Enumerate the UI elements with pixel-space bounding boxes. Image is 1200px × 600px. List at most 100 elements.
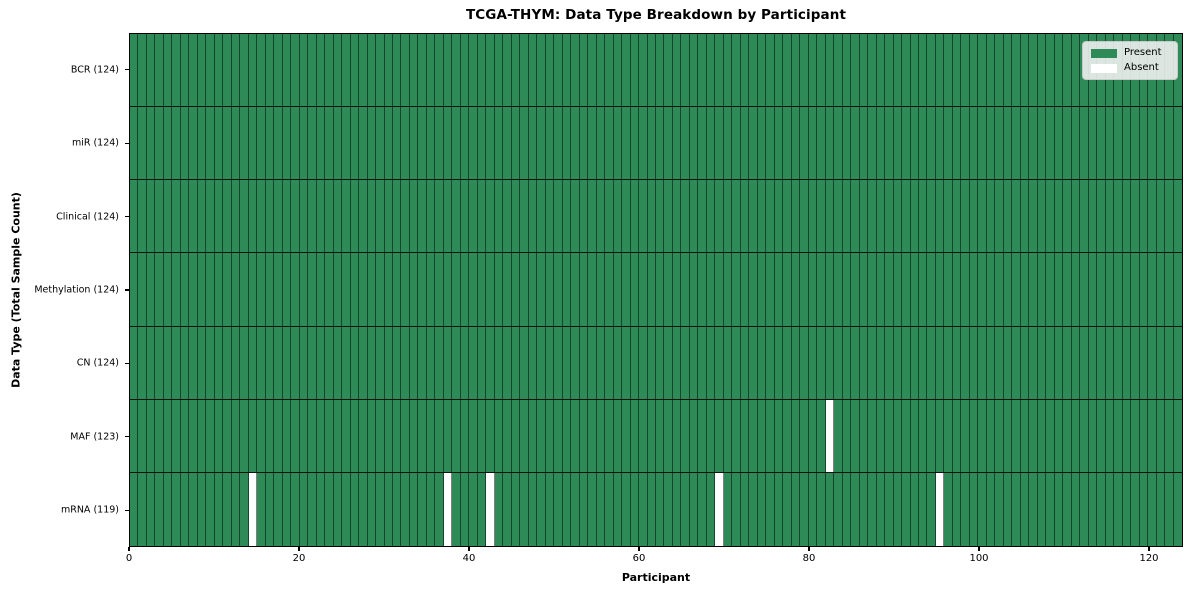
heatmap-cell (868, 399, 877, 472)
heatmap-cell (130, 472, 139, 546)
heatmap-cell (274, 34, 283, 107)
heatmap-cell (520, 34, 529, 107)
heatmap-cell (1139, 253, 1149, 326)
heatmap-cell (282, 326, 292, 399)
heatmap-cell (647, 34, 656, 107)
heatmap-cell (460, 472, 470, 546)
heatmap-cell (452, 472, 461, 546)
heatmap-cell (1003, 34, 1013, 107)
heatmap-cell (647, 399, 656, 472)
heatmap-cell (469, 107, 478, 180)
heatmap-cell (876, 253, 886, 326)
heatmap-cell (376, 399, 385, 472)
heatmap-cell (1080, 107, 1089, 180)
heatmap-cell (545, 180, 555, 253)
heatmap-cell (435, 472, 444, 546)
heatmap-cell (664, 253, 673, 326)
heatmap-cell (342, 472, 351, 546)
heatmap-cell (443, 253, 453, 326)
heatmap-cell (783, 472, 792, 546)
heatmap-cell (1165, 107, 1174, 180)
heatmap-cell (588, 472, 597, 546)
heatmap-cell (698, 107, 707, 180)
heatmap-cell (291, 472, 300, 546)
y-tick-mark (125, 436, 129, 438)
y-tick-label: MAF (123) (70, 431, 119, 443)
heatmap-cell (834, 34, 843, 107)
heatmap-cell (681, 399, 690, 472)
heatmap-cell (401, 180, 410, 253)
heatmap-cell (180, 399, 190, 472)
heatmap-cell (1131, 253, 1140, 326)
heatmap-cell (537, 326, 546, 399)
heatmap-cell (910, 34, 919, 107)
heatmap-cell (206, 472, 215, 546)
heatmap-cell (189, 472, 198, 546)
x-tick-label: 80 (802, 553, 816, 564)
x-tick-label: 0 (125, 553, 133, 564)
heatmap-cell (1063, 34, 1072, 107)
heatmap-cell (494, 34, 504, 107)
heatmap-cell (486, 326, 495, 399)
heatmap-cell (477, 472, 487, 546)
heatmap-cell (918, 253, 928, 326)
heatmap-cell (723, 399, 733, 472)
heatmap-cell (885, 180, 894, 253)
heatmap-cell (1148, 326, 1157, 399)
heatmap-cell (757, 180, 767, 253)
heatmap-cell (613, 399, 623, 472)
heatmap-cell (952, 180, 962, 253)
heatmap-cell (1029, 399, 1038, 472)
heatmap-cell (588, 326, 597, 399)
y-tick-label: mRNA (119) (60, 504, 119, 516)
heatmap-cell (1165, 253, 1174, 326)
heatmap-cell (639, 107, 648, 180)
heatmap-cell (206, 107, 215, 180)
heatmap-cell (995, 34, 1004, 107)
heatmap-cell (342, 253, 351, 326)
heatmap-cell (274, 326, 283, 399)
heatmap-cell (1173, 399, 1182, 472)
heatmap-cell (664, 180, 673, 253)
heatmap-cell (376, 180, 385, 253)
heatmap-cell (1148, 399, 1157, 472)
heatmap-cell (1071, 399, 1081, 472)
heatmap-cell (1131, 180, 1140, 253)
heatmap-cell (1029, 326, 1038, 399)
heatmap-cell (197, 326, 207, 399)
heatmap-cell (418, 326, 427, 399)
heatmap-cell (197, 180, 207, 253)
heatmap-cell (180, 107, 190, 180)
heatmap-cell (817, 253, 826, 326)
heatmap-cell (1003, 326, 1013, 399)
heatmap-cell (902, 472, 911, 546)
heatmap-cell (291, 107, 300, 180)
heatmap-cell (749, 472, 758, 546)
heatmap-cell (655, 326, 665, 399)
heatmap-cell-absent (715, 472, 724, 546)
heatmap-cell (528, 180, 538, 253)
heatmap-cell (817, 399, 826, 472)
heatmap-cell (180, 326, 190, 399)
heatmap-cell (426, 180, 436, 253)
heatmap-cell (401, 326, 410, 399)
heatmap-cell (367, 34, 377, 107)
heatmap-cell (749, 326, 758, 399)
heatmap-cell (1054, 34, 1064, 107)
heatmap-cell (248, 107, 258, 180)
heatmap-cell (613, 107, 623, 180)
heatmap-cell (138, 180, 147, 253)
heatmap-cell (1071, 472, 1081, 546)
heatmap-cell (562, 399, 572, 472)
heatmap-row-cn (130, 326, 1182, 400)
heatmap-cell (1105, 180, 1115, 253)
heatmap-cell (460, 399, 470, 472)
heatmap-cell (715, 34, 724, 107)
heatmap-cell (477, 180, 487, 253)
heatmap-cell (333, 253, 343, 326)
heatmap-cell (197, 34, 207, 107)
heatmap-cell (664, 399, 673, 472)
x-tick-label: 20 (292, 553, 306, 564)
heatmap-cell (1088, 472, 1098, 546)
